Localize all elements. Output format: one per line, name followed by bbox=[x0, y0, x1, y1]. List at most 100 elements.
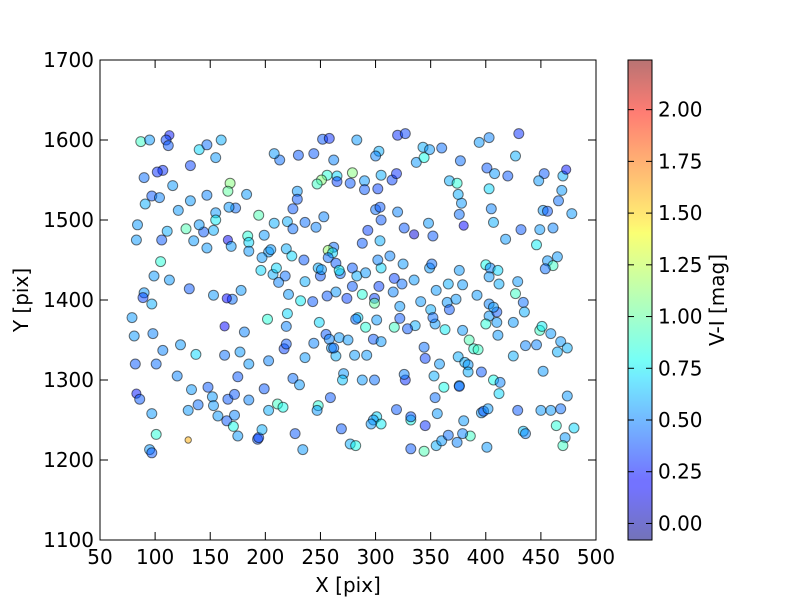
scatter-point bbox=[538, 168, 550, 180]
scatter-point bbox=[517, 296, 529, 308]
x-tick-label: 150 bbox=[191, 545, 229, 569]
scatter-point bbox=[333, 264, 345, 276]
scatter-point bbox=[316, 264, 327, 276]
x-tick-label: 450 bbox=[522, 545, 560, 569]
x-axis-ticks: 50 100 150 200 250 300 350 400 450 500 bbox=[87, 60, 615, 569]
scatter-point bbox=[463, 334, 475, 346]
scatter-point bbox=[150, 428, 162, 440]
scatter-point bbox=[201, 242, 213, 254]
scatter-point bbox=[485, 203, 497, 215]
scatter-point bbox=[321, 290, 333, 302]
scatter-point bbox=[281, 308, 293, 320]
scatter-point bbox=[396, 278, 408, 290]
colorbar-tick-label: 0.50 bbox=[658, 408, 703, 432]
scatter-point bbox=[281, 216, 293, 228]
scatter-point bbox=[488, 301, 499, 313]
scatter-point bbox=[426, 258, 438, 270]
scatter-point bbox=[391, 404, 402, 416]
scatter-point bbox=[542, 205, 553, 217]
scatter-point bbox=[513, 128, 525, 140]
scatter-point bbox=[208, 224, 219, 236]
scatter-point bbox=[221, 293, 232, 304]
scatter-point bbox=[232, 430, 244, 442]
scatter-point bbox=[453, 380, 465, 392]
scatter-point bbox=[146, 408, 158, 420]
scatter-point bbox=[439, 324, 451, 336]
scatter-point bbox=[262, 313, 273, 325]
scatter-point bbox=[360, 267, 372, 279]
scatter-point bbox=[512, 404, 524, 416]
scatter-point bbox=[409, 229, 420, 240]
scatter-point bbox=[351, 134, 363, 146]
scatter-point bbox=[155, 256, 167, 268]
scatter-point bbox=[443, 304, 455, 316]
colorbar-tick-label: 1.75 bbox=[658, 149, 703, 173]
scatter-point bbox=[375, 336, 387, 348]
scatter-point bbox=[137, 292, 149, 304]
scatter-point bbox=[147, 328, 159, 340]
scatter-point bbox=[208, 289, 219, 301]
scatter-point bbox=[201, 189, 213, 201]
scatter-point bbox=[208, 400, 219, 412]
colorbar-tick-label: 0.25 bbox=[658, 460, 703, 484]
scatter-point bbox=[299, 352, 311, 364]
scatter-point bbox=[430, 284, 442, 296]
scatter-point bbox=[394, 300, 406, 312]
scatter-point bbox=[550, 420, 562, 432]
scatter-point bbox=[243, 394, 255, 406]
scatter-point bbox=[431, 408, 443, 420]
scatter-point bbox=[561, 390, 573, 402]
scatter-point bbox=[349, 349, 361, 361]
scatter-point bbox=[356, 374, 368, 386]
scatter-point bbox=[556, 184, 568, 196]
scatter-point bbox=[388, 272, 400, 284]
scatter-point bbox=[520, 428, 531, 440]
scatter-point bbox=[186, 384, 197, 396]
scatter-point bbox=[374, 235, 386, 247]
scatter-point bbox=[299, 216, 311, 228]
scatter-point bbox=[491, 316, 503, 328]
scatter-point bbox=[350, 313, 362, 325]
scatter-point bbox=[243, 358, 255, 370]
scatter-point bbox=[362, 224, 374, 236]
scatter-point bbox=[547, 222, 559, 234]
scatter-point bbox=[531, 239, 542, 251]
scatter-point bbox=[483, 183, 495, 195]
scatter-point bbox=[263, 404, 275, 416]
scatter-point bbox=[238, 326, 250, 338]
scatter-point bbox=[225, 240, 237, 252]
scatter-point bbox=[531, 339, 542, 351]
scatter-point bbox=[360, 321, 372, 333]
scatter-point bbox=[138, 172, 150, 184]
scatter-point bbox=[492, 264, 504, 276]
scatter-point bbox=[427, 312, 439, 324]
scatter-point bbox=[297, 444, 309, 456]
scatter-point bbox=[365, 418, 377, 430]
scatter-point bbox=[551, 251, 563, 263]
scatter-point bbox=[193, 144, 205, 156]
scatter-point bbox=[472, 344, 484, 356]
scatter-point bbox=[318, 211, 330, 223]
scatter-point bbox=[256, 252, 268, 264]
scatter-point bbox=[553, 195, 564, 207]
scatter-point bbox=[507, 350, 519, 362]
scatter-point bbox=[132, 219, 143, 231]
scatter-point bbox=[424, 144, 436, 156]
scatter-point bbox=[398, 222, 410, 234]
scatter-point bbox=[482, 403, 494, 415]
scatter-point bbox=[535, 404, 547, 416]
scatter-point bbox=[163, 274, 175, 286]
scatter-point bbox=[279, 270, 291, 282]
scatter-point bbox=[212, 410, 224, 422]
scatter-point bbox=[428, 370, 440, 382]
scatter-point bbox=[534, 224, 546, 236]
scatter-point bbox=[255, 264, 267, 276]
scatter-point bbox=[222, 185, 234, 197]
scatter-point bbox=[510, 288, 521, 300]
scatter-point bbox=[438, 381, 450, 393]
scatter-point bbox=[342, 334, 354, 346]
scatter-point bbox=[356, 237, 368, 249]
scatter-point bbox=[299, 276, 311, 288]
scatter-point bbox=[263, 355, 275, 367]
scatter-point bbox=[294, 379, 305, 391]
